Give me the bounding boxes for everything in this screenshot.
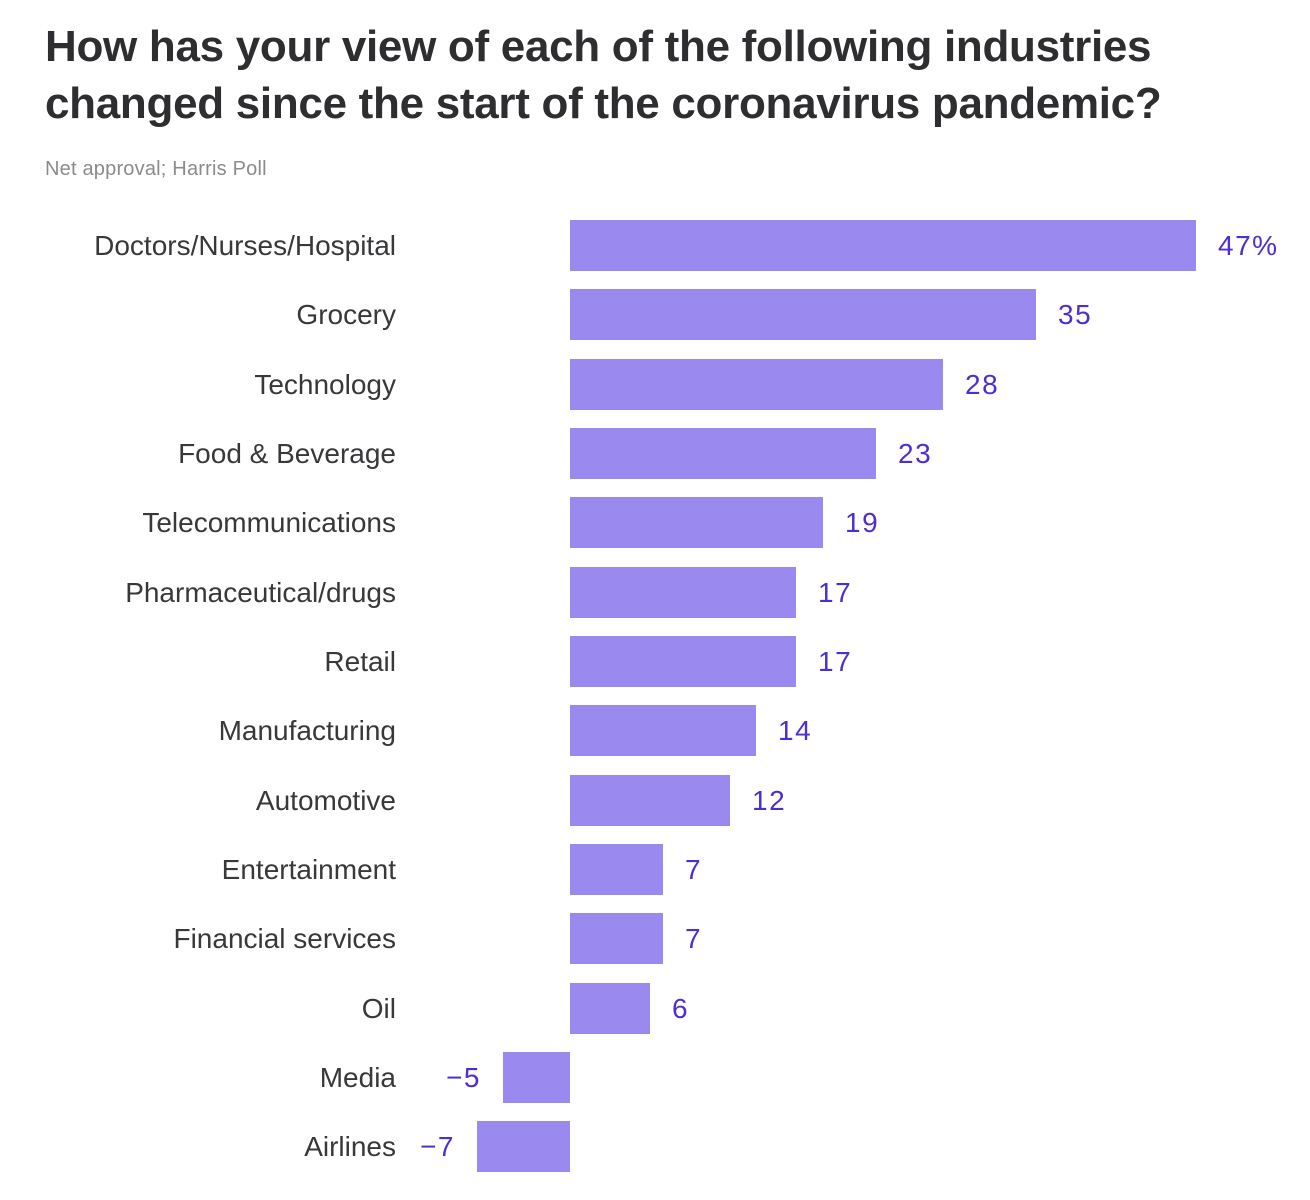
category-label: Telecommunications — [142, 507, 396, 538]
category-label: Airlines — [304, 1131, 396, 1162]
bar — [503, 1052, 570, 1103]
value-label: −5 — [446, 1062, 481, 1093]
value-label: 28 — [965, 369, 1000, 400]
chart-title: How has your view of each of the followi… — [45, 18, 1275, 132]
bar — [570, 497, 823, 548]
value-label: 47% — [1218, 230, 1279, 261]
chart-subtitle: Net approval; Harris Poll — [45, 158, 267, 180]
bar-row: Grocery 35 — [0, 289, 1310, 340]
value-label: 35 — [1058, 299, 1093, 330]
category-label: Media — [319, 1062, 396, 1093]
value-label: 12 — [752, 785, 787, 816]
chart-title-line1: How has your view of each of the followi… — [45, 22, 1152, 71]
bar — [477, 1121, 570, 1172]
bar-row: Airlines −7 — [0, 1121, 1310, 1172]
category-label: Oil — [361, 993, 396, 1024]
value-label: 6 — [672, 993, 690, 1024]
category-label: Financial services — [173, 923, 396, 954]
bar — [570, 567, 796, 618]
category-label: Retail — [324, 646, 396, 677]
bar — [570, 913, 663, 964]
category-label: Grocery — [296, 299, 396, 330]
bar — [570, 844, 663, 895]
bar-row: Food & Beverage 23 — [0, 428, 1310, 479]
category-label: Entertainment — [221, 854, 396, 885]
bar — [570, 983, 650, 1034]
bar — [570, 220, 1196, 271]
bar-row: Doctors/Nurses/Hospital 47% — [0, 220, 1310, 271]
value-label: −7 — [420, 1131, 455, 1162]
bar — [570, 289, 1036, 340]
chart-title-line2: changed since the start of the coronavir… — [45, 79, 1162, 128]
bar-row: Financial services 7 — [0, 913, 1310, 964]
value-label: 14 — [778, 715, 813, 746]
category-label: Manufacturing — [218, 715, 396, 746]
bar-row: Pharmaceutical/drugs 17 — [0, 567, 1310, 618]
value-label: 19 — [845, 507, 880, 538]
value-label: 17 — [818, 577, 853, 608]
category-label: Automotive — [255, 785, 396, 816]
bar-row: Automotive 12 — [0, 775, 1310, 826]
bar — [570, 636, 796, 687]
bar — [570, 428, 876, 479]
bar-row: Entertainment 7 — [0, 844, 1310, 895]
bar-row: Oil 6 — [0, 983, 1310, 1034]
value-label: 17 — [818, 646, 853, 677]
value-label: 7 — [685, 854, 703, 885]
bar-row: Retail 17 — [0, 636, 1310, 687]
bar-row: Technology 28 — [0, 359, 1310, 410]
category-label: Pharmaceutical/drugs — [125, 577, 396, 608]
bar — [570, 359, 943, 410]
category-label: Technology — [254, 369, 396, 400]
bar-row: Media −5 — [0, 1052, 1310, 1103]
bar — [570, 775, 730, 826]
value-label: 23 — [898, 438, 933, 469]
chart-plot-area: Doctors/Nurses/Hospital 47% Grocery 35 Techn… — [0, 220, 1310, 1180]
category-label: Doctors/Nurses/Hospital — [94, 230, 396, 261]
value-label: 7 — [685, 923, 703, 954]
category-label: Food & Beverage — [178, 438, 396, 469]
bar — [570, 705, 756, 756]
bar-row: Manufacturing 14 — [0, 705, 1310, 756]
bar-row: Telecommunications 19 — [0, 497, 1310, 548]
